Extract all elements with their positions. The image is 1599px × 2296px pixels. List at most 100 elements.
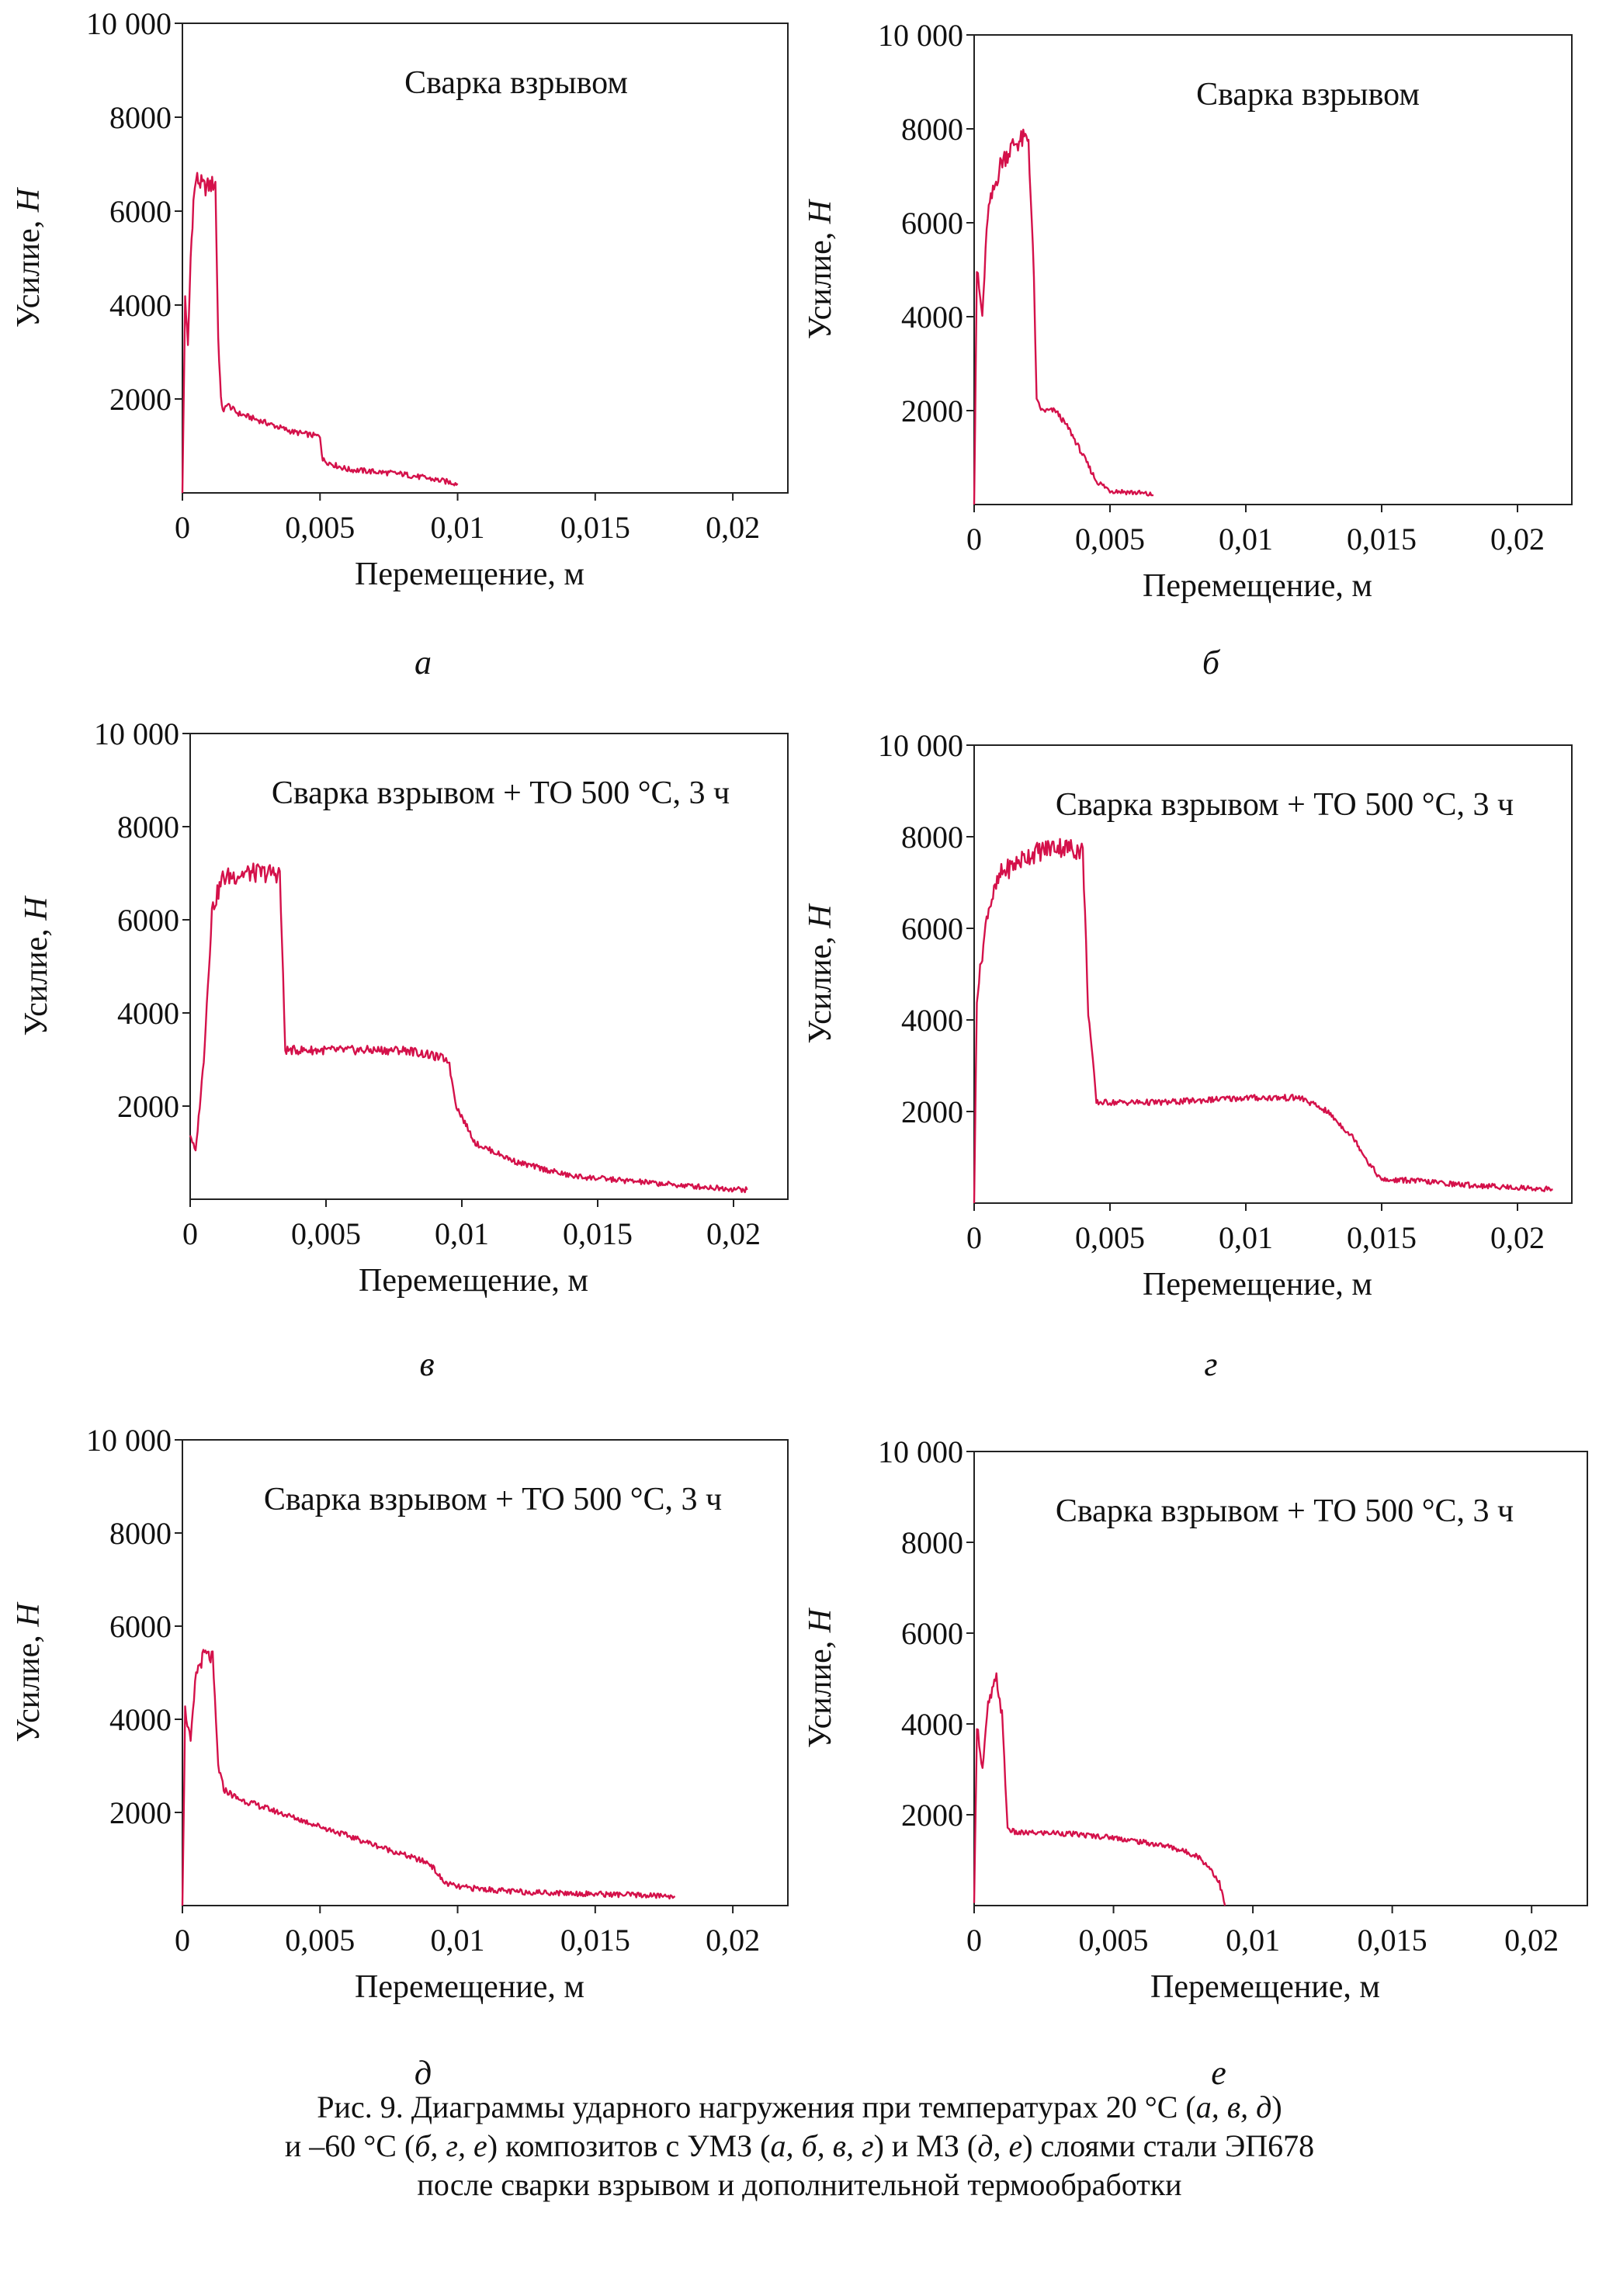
y-tick-label: 8000	[901, 820, 963, 855]
chart-title: Сварка взрывом + ТО 500 °С, 3 ч	[272, 775, 730, 811]
x-tick-label: 0,01	[1226, 1923, 1280, 1958]
x-tick-label: 0	[175, 1923, 190, 1958]
y-tick-label: 4000	[109, 288, 172, 323]
x-tick-label: 0,005	[1079, 1923, 1149, 1958]
x-tick-label: 0	[966, 1923, 982, 1958]
x-tick-label: 0,01	[435, 1216, 489, 1251]
x-tick-label: 0,015	[560, 510, 630, 545]
x-tick-label: 0,02	[706, 510, 760, 545]
y-tick-label: 10 000	[878, 1434, 963, 1469]
panel-label: д	[414, 2054, 432, 2088]
caption-line-3: после сварки взрывом и дополнительной те…	[417, 2167, 1182, 2202]
x-tick-label: 0,005	[291, 1216, 361, 1251]
data-series-line	[973, 1672, 1226, 1906]
data-series-line	[973, 838, 1553, 1204]
x-axis-label: Перемещение, м	[355, 1969, 584, 2005]
y-tick-label: 6000	[901, 206, 963, 241]
x-tick-label: 0,015	[1347, 522, 1417, 557]
y-tick-label: 4000	[901, 1003, 963, 1038]
y-tick-label: 10 000	[86, 6, 172, 41]
x-tick-label: 0	[175, 510, 190, 545]
y-tick-label: 8000	[117, 810, 179, 845]
x-tick-label: 0,02	[706, 1923, 760, 1958]
x-tick-label: 0,005	[1075, 1220, 1145, 1255]
x-tick-label: 0,02	[1504, 1923, 1559, 1958]
y-tick-label: 2000	[109, 1795, 172, 1830]
x-tick-label: 0,01	[431, 1923, 485, 1958]
chart-title: Сварка взрывом	[404, 65, 628, 101]
panel-label: а	[414, 643, 432, 682]
chart-title: Сварка взрывом + ТО 500 °С, 3 ч	[1056, 787, 1514, 823]
chart-panel-д: 2000 4000 6000 8000 10 000 0 0,005 0,01 0,015 0,0…	[11, 1423, 789, 2088]
x-tick-label: 0,015	[1358, 1923, 1427, 1958]
y-tick-label: 10 000	[878, 728, 963, 763]
figure-caption: Рис. 9. Диаграммы ударного нагружения пр…	[0, 2088, 1599, 2204]
y-axis-label: Усилие, Н	[803, 903, 838, 1044]
y-tick-label: 6000	[109, 1609, 172, 1644]
plot-area-frame	[973, 34, 1573, 505]
chart-panel-г: 2000 4000 6000 8000 10 000 0 0,005 0,01 0,015 0,0…	[803, 728, 1573, 1383]
y-tick-label: 4000	[901, 300, 963, 335]
x-tick-label: 0,015	[563, 1216, 633, 1251]
chart-title: Сварка взрывом + ТО 500 °С, 3 ч	[1056, 1493, 1514, 1529]
x-tick-label: 0,015	[560, 1923, 630, 1958]
x-tick-label: 0,005	[285, 510, 355, 545]
x-tick-label: 0,01	[1219, 522, 1273, 557]
plot-area-frame	[973, 744, 1573, 1204]
caption-line-2: и –60 °С (б, г, е) композитов с УМЗ (а, …	[284, 2128, 1315, 2163]
x-tick-label: 0,02	[1490, 522, 1545, 557]
y-tick-label: 8000	[109, 100, 172, 135]
figure: 2000 4000 6000 8000 10 000 0 0,005 0,01 0,015 0,0…	[11, 6, 1588, 2088]
y-tick-label: 6000	[901, 911, 963, 946]
y-axis-label: Усилие, Н	[19, 895, 54, 1036]
y-tick-label: 2000	[901, 394, 963, 428]
caption-line-1: Рис. 9. Диаграммы ударного нагружения пр…	[317, 2090, 1282, 2124]
y-tick-label: 4000	[901, 1707, 963, 1742]
x-tick-label: 0	[966, 522, 982, 557]
y-tick-label: 8000	[901, 1525, 963, 1560]
x-axis-label: Перемещение, м	[1143, 1267, 1372, 1302]
plot-area-frame	[189, 733, 789, 1200]
y-tick-label: 4000	[109, 1702, 172, 1737]
x-tick-label: 0,01	[1219, 1220, 1273, 1255]
y-tick-label: 10 000	[94, 716, 179, 751]
x-tick-label: 0,005	[1075, 522, 1145, 557]
data-series-line	[189, 862, 748, 1194]
y-axis-label: Усилие, Н	[11, 186, 47, 328]
y-tick-label: 8000	[109, 1516, 172, 1551]
y-tick-label: 10 000	[86, 1423, 172, 1458]
panel-label: б	[1202, 643, 1221, 682]
y-axis-label: Усилие, Н	[803, 198, 838, 339]
panel-label: г	[1204, 1345, 1217, 1383]
y-tick-label: 2000	[901, 1798, 963, 1833]
x-axis-label: Перемещение, м	[1150, 1969, 1380, 2005]
y-axis-label: Усилие, Н	[11, 1601, 47, 1743]
chart-panel-б: 2000 4000 6000 8000 10 000 0 0,005 0,01 0,015 0,0…	[803, 18, 1573, 682]
y-tick-label: 6000	[109, 194, 172, 229]
y-tick-label: 4000	[117, 996, 179, 1031]
y-axis-label: Усилие, Н	[803, 1607, 838, 1748]
x-tick-label: 0	[182, 1216, 198, 1251]
y-tick-label: 8000	[901, 112, 963, 147]
y-tick-label: 2000	[109, 382, 172, 417]
x-tick-label: 0,02	[706, 1216, 761, 1251]
chart-panel-е: 2000 4000 6000 8000 10 000 0 0,005 0,01 0,015 0,0…	[803, 1434, 1588, 2088]
chart-panel-а: 2000 4000 6000 8000 10 000 0 0,005 0,01 0,015 0,0…	[11, 6, 789, 682]
data-series-line	[181, 1649, 676, 1906]
panel-label: в	[419, 1345, 434, 1383]
chart-panel-в: 2000 4000 6000 8000 10 000 0 0,005 0,01 0,015 0,0…	[19, 716, 789, 1383]
panel-label: е	[1211, 2054, 1226, 2088]
plot-area-frame	[182, 1439, 789, 1906]
plot-area-frame	[182, 23, 789, 494]
x-tick-label: 0,005	[285, 1923, 355, 1958]
chart-title: Сварка взрывом	[1196, 77, 1420, 113]
chart-title: Сварка взрывом + ТО 500 °С, 3 ч	[264, 1482, 722, 1517]
x-tick-label: 0,02	[1490, 1220, 1545, 1255]
x-axis-label: Перемещение, м	[1143, 568, 1372, 604]
x-tick-label: 0,01	[431, 510, 485, 545]
x-tick-label: 0,015	[1347, 1220, 1417, 1255]
y-tick-label: 10 000	[878, 18, 963, 53]
x-axis-label: Перемещение, м	[355, 557, 584, 592]
x-axis-label: Перемещение, м	[359, 1263, 588, 1299]
x-tick-label: 0	[966, 1220, 982, 1255]
